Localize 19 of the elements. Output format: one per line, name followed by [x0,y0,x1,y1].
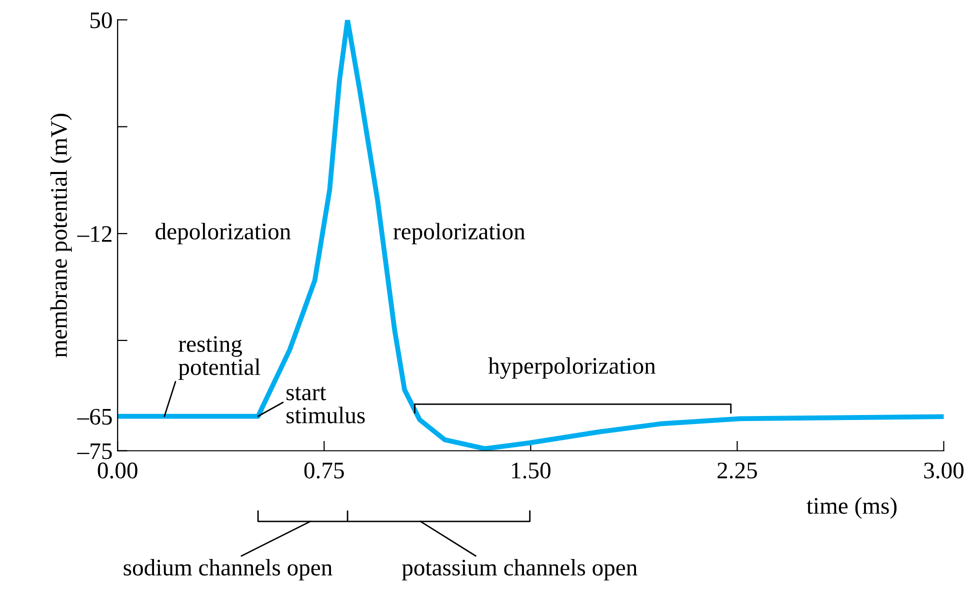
annotation: hyperpolorization [488,357,656,379]
y-tick-label: –12 [77,226,112,242]
y-tick-label: –75 [77,443,112,460]
x-tick-label: 0.75 [304,462,344,479]
annotation: repolorization [393,222,526,244]
x-tick-label: 3.00 [924,462,964,479]
x-tick-label: 2.25 [718,462,757,479]
annotation: start stimulus [286,386,365,424]
text: potassium channels open [402,558,638,580]
annotation: resting potential [178,336,260,380]
x-axis-title: time (ms) [806,497,897,519]
line-series [118,20,944,451]
text: sodium channels open [124,558,332,580]
x-tick-label: 1.50 [512,462,550,479]
y-axis-title: membrane potential (mV) [50,114,72,358]
y-tick-label: 50 [90,12,112,28]
y-tick-label: –65 [77,408,112,425]
x-tick-label: 0.00 [98,462,138,479]
annotation: depolorization [156,222,291,244]
